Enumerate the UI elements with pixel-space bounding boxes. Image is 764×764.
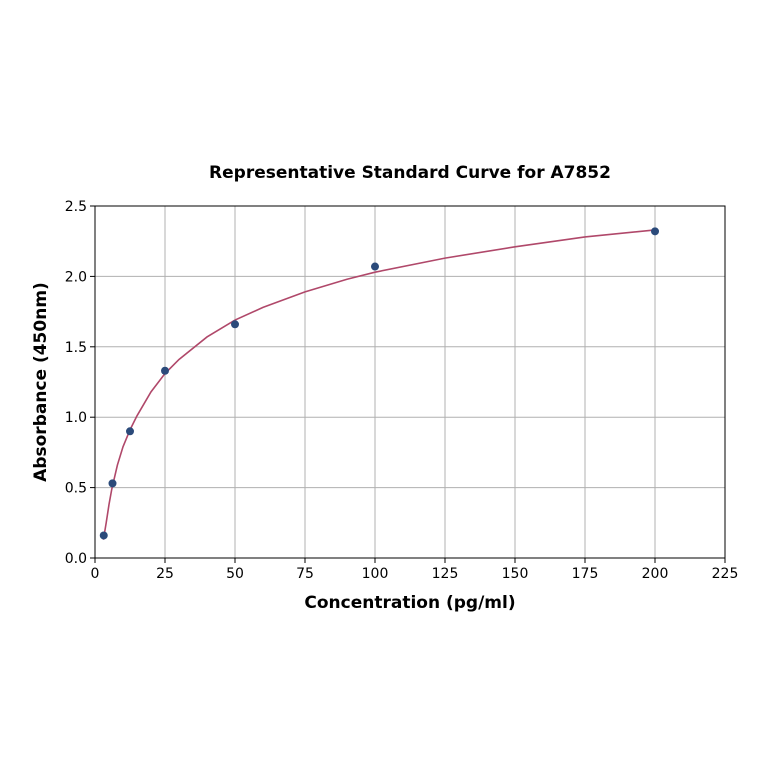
x-tick-label: 225 [712, 566, 739, 582]
chart-title: Representative Standard Curve for A7852 [209, 163, 611, 183]
y-tick-label: 0.5 [65, 481, 87, 497]
x-tick-label: 175 [572, 566, 599, 582]
y-tick-label: 1.5 [65, 340, 87, 356]
x-tick-label: 200 [642, 566, 669, 582]
x-tick-label: 50 [226, 566, 244, 582]
data-point [371, 262, 379, 271]
x-tick-label: 150 [502, 566, 529, 582]
y-tick-label: 2.5 [65, 199, 87, 215]
y-axis-ticks: 0.0 0.5 1.0 1.5 2.0 2.5 [65, 199, 95, 567]
x-axis-ticks: 0 25 50 75 100 125 150 175 200 225 [91, 558, 739, 582]
x-tick-label: 0 [91, 566, 100, 582]
data-point [99, 531, 108, 540]
x-tick-label: 75 [296, 566, 314, 582]
data-points-layer [99, 227, 659, 540]
x-axis-label: Concentration (pg/ml) [304, 593, 515, 613]
data-point [231, 320, 239, 329]
data-point [161, 366, 169, 375]
x-tick-label: 100 [362, 566, 389, 582]
data-point [651, 227, 659, 236]
plot-area-frame [94, 205, 726, 559]
y-axis-label: Absorbance (450nm) [31, 282, 51, 482]
data-point [126, 427, 134, 436]
y-tick-label: 0.0 [65, 551, 87, 567]
x-tick-label: 125 [432, 566, 459, 582]
x-tick-label: 25 [156, 566, 174, 582]
y-tick-label: 2.0 [65, 269, 87, 285]
y-tick-label: 1.0 [65, 410, 87, 426]
data-point [108, 479, 117, 488]
grid [94, 205, 726, 559]
